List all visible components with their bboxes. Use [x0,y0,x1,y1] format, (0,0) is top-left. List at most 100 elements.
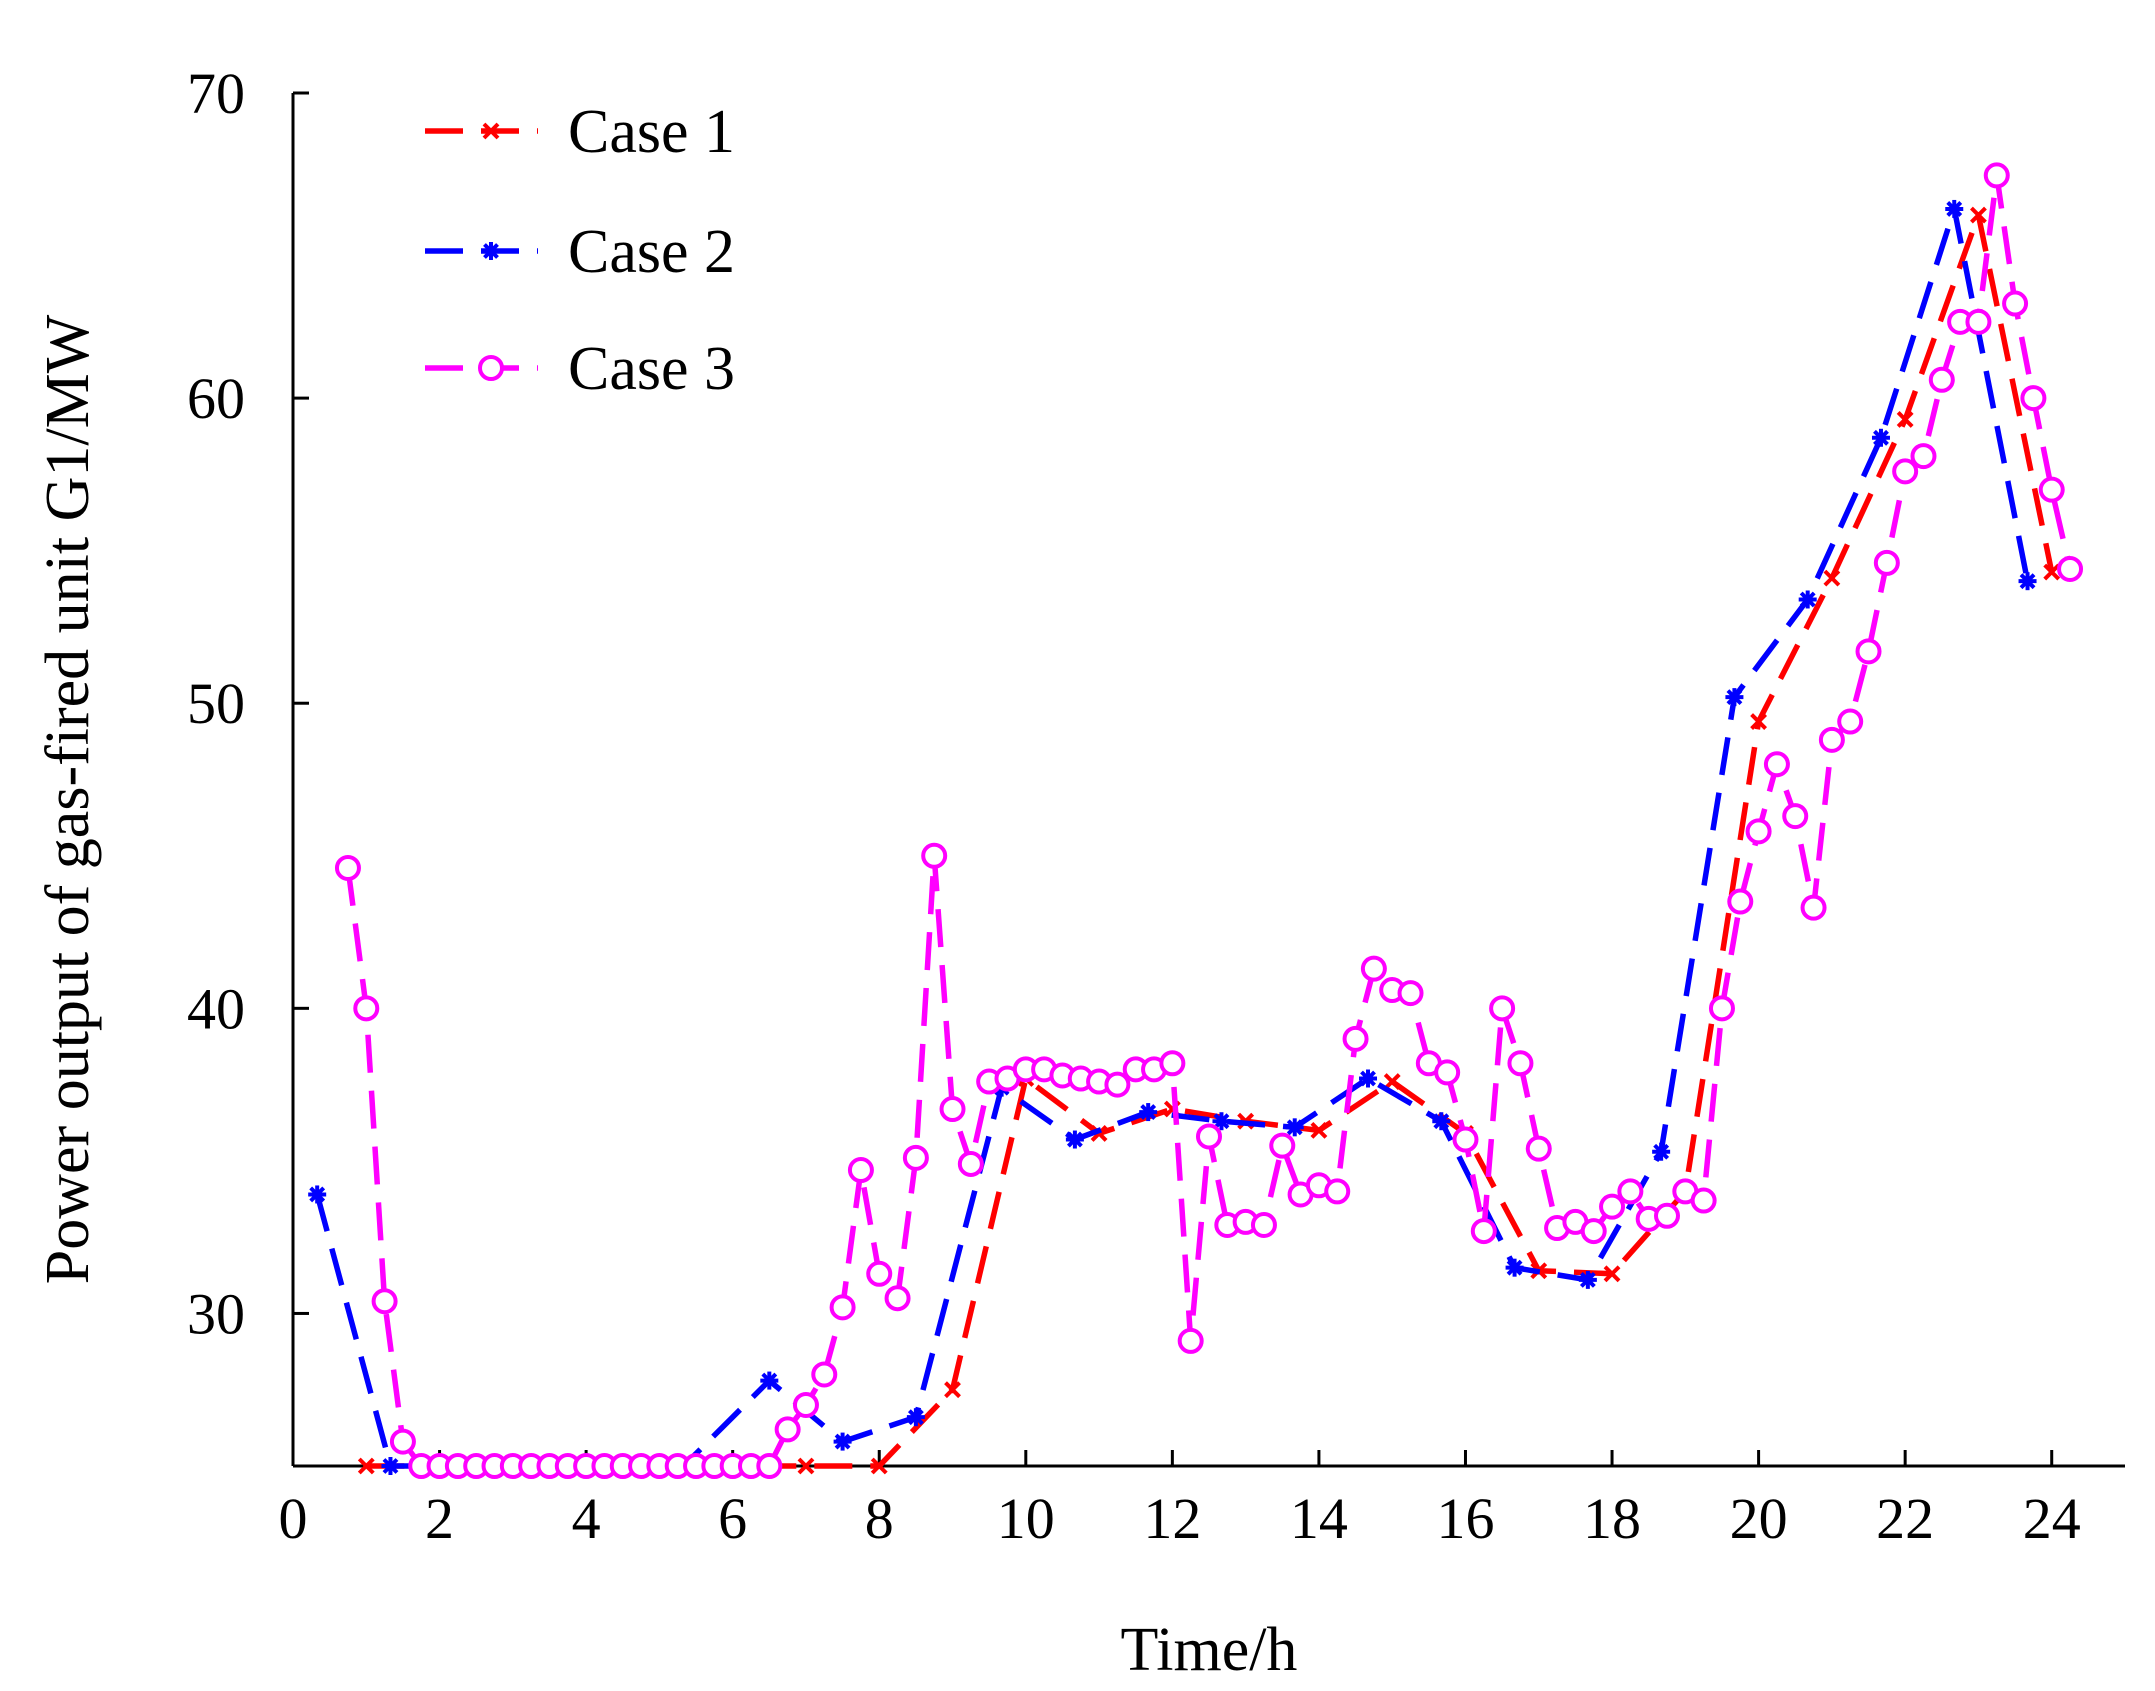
series-1-point [1823,569,1841,587]
y-tick-label: 50 [187,671,245,736]
series-3-point [1452,1126,1479,1153]
x-tick-label: 16 [1436,1486,1494,1551]
series-3-point [1965,308,1992,335]
series-3-point [1818,726,1845,753]
series-1-point [1603,1265,1621,1283]
series-2-point [1798,590,1817,609]
series-2-point [1945,199,1964,218]
series-2-point [1871,428,1890,447]
series-3-point [756,1453,783,1479]
series-2-point [1359,1069,1378,1088]
series-3-point [792,1391,819,1418]
series-2-point [381,1457,400,1475]
series-3-point [884,1285,911,1312]
series-3-point [1763,751,1790,778]
x-tick-label: 22 [1876,1486,1934,1551]
series-3-point [1159,1050,1186,1077]
y-tick-label: 60 [187,366,245,431]
series-1-point [1090,1125,1108,1142]
series-3-point [2002,290,2029,317]
series-2-point [1139,1103,1158,1122]
series-3-point [847,1157,874,1184]
series-2-point [1652,1142,1671,1161]
series-3-point [1470,1218,1497,1245]
series-3-point [1342,1025,1369,1052]
series-1-point [797,1457,815,1475]
series-1-point [2043,563,2061,581]
series-2-point [1432,1112,1451,1131]
series-2-point [1725,688,1744,707]
legend-label: Case 2 [568,218,735,286]
series-3-point [353,995,380,1022]
series-1-point [870,1457,888,1475]
legend: Case 1 Case 2 Case 3 [425,98,735,403]
series-3-point [1580,1218,1607,1245]
x-tick-label: 24 [2023,1486,2081,1551]
x-tick-label: 2 [425,1486,454,1551]
series-1-point [1750,713,1768,730]
series-3-point [866,1260,893,1287]
series-3-point [1745,818,1772,845]
series-3-point [1489,995,1516,1022]
series-2-point [2018,572,2037,591]
legend-item-1: Case 1 [425,98,735,166]
series-2-point [906,1408,925,1427]
series-3-point [1855,638,1882,665]
x-tick-label: 6 [718,1486,747,1551]
series-3-point [921,842,948,869]
x-tick-label: 4 [572,1486,601,1551]
series-3-point [371,1288,398,1315]
x-axis-title: Time/h [1121,1616,1298,1684]
series-2-point [833,1432,852,1451]
series-3-point [1617,1178,1644,1205]
series-2-point [1212,1112,1231,1131]
y-axis-title: Power output of gas-fired unit G1/MW [34,314,102,1284]
series-3 [334,162,2084,1479]
series-1-point [1310,1121,1328,1139]
series-3-point [1910,443,1937,470]
series-2-point [1505,1258,1524,1277]
series-1-point [944,1381,961,1399]
series-3-point [1800,894,1827,921]
x-tick-label: 8 [865,1486,894,1551]
series-3-point [957,1150,984,1177]
series-3-point [1324,1178,1351,1205]
series-2-line [314,206,2031,1469]
series-3-point [1507,1050,1534,1077]
series-3-point [1892,458,1919,485]
series-2-point [1578,1270,1597,1289]
legend-marker [482,242,500,260]
x-tick-label: 12 [1143,1486,1201,1551]
series-3-point [1525,1135,1552,1162]
series-3-point [1360,955,1387,982]
legend-item-2: Case 2 [425,218,735,286]
series-2-point [308,1185,327,1204]
legend-marker [482,122,500,140]
legend-marker [478,355,504,381]
series-1-point [1383,1073,1401,1090]
x-tick-label: 14 [1290,1486,1348,1551]
series-3-point [334,854,361,881]
series-3-point [1708,995,1735,1022]
series-3-point [1983,162,2010,189]
series-3-point [1177,1327,1204,1354]
series-3-point [1599,1193,1626,1220]
series-3-point [1727,888,1754,915]
series-3-point [1434,1059,1461,1086]
series-3-point [2020,385,2047,412]
series-3-point [389,1428,416,1455]
series-3-point [939,1096,966,1123]
series-layer [308,162,2084,1479]
series-3-point [1873,549,1900,576]
series-2-point [1065,1130,1084,1149]
series-3-point [1690,1187,1717,1214]
legend-label: Case 3 [568,335,735,403]
series-3-point [1782,803,1809,830]
series-3-point [1928,366,1955,393]
legend-item-3: Case 3 [425,335,735,403]
y-tick-label: 40 [187,976,245,1041]
x-tick-label: 20 [1730,1486,1788,1551]
x-tick-label: 10 [997,1486,1055,1551]
